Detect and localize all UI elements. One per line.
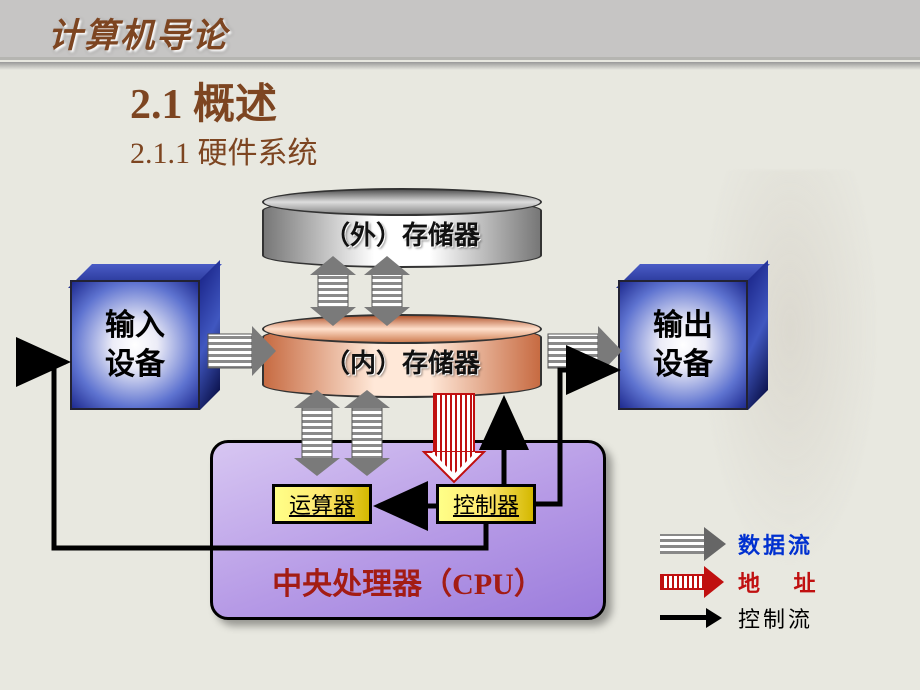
cpu-label: 中央处理器（CPU） <box>213 559 603 603</box>
section-subheading: 2.1.1 硬件系统 <box>130 128 318 172</box>
legend-data: 数据流 <box>660 528 813 560</box>
node-alu: 运算器 <box>272 484 372 524</box>
edge-intmem-to-output <box>548 326 622 376</box>
node-output-device: 输出 设备 <box>618 280 748 410</box>
legend-control-label: 控制流 <box>738 602 813 634</box>
internal-memory-label: （内）存储器 <box>324 343 480 380</box>
node-cpu: 中央处理器（CPU） <box>210 440 606 620</box>
input-device-label: 输入 设备 <box>105 306 165 384</box>
node-internal-memory: （内）存储器 <box>262 314 542 398</box>
legend-data-label: 数据流 <box>738 528 813 560</box>
page-title: 计算机导论 <box>48 8 228 57</box>
legend-address: 地 址 <box>660 566 830 598</box>
node-input-device: 输入 设备 <box>70 280 200 410</box>
node-external-memory: （外）存储器 <box>262 188 542 268</box>
legend-control: 控制流 <box>660 602 813 634</box>
legend-control-icon <box>660 611 724 625</box>
section-heading: 2.1 概述 <box>130 70 277 131</box>
legend-address-label: 地 址 <box>738 566 830 598</box>
separator <box>0 62 920 70</box>
node-controller: 控制器 <box>436 484 536 524</box>
legend-address-icon <box>660 569 724 595</box>
alu-label: 运算器 <box>289 488 355 520</box>
legend-data-icon <box>660 531 724 557</box>
output-device-label: 输出 设备 <box>653 306 713 384</box>
controller-label: 控制器 <box>453 488 519 520</box>
external-memory-label: （外）存储器 <box>324 215 480 252</box>
